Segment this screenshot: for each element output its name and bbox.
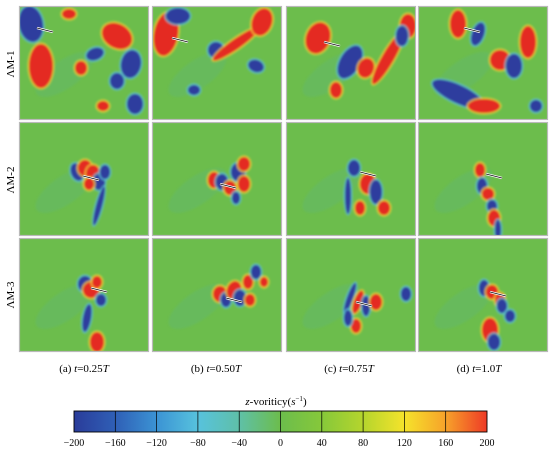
- vortex-r1-c4-4: [506, 54, 522, 78]
- vortex-r3-c3-7: [344, 310, 352, 326]
- vortex-r2-c2-5: [238, 157, 250, 171]
- vortex-r1-c2-4: [212, 27, 260, 61]
- vortex-r3-c3-5: [401, 287, 411, 301]
- vortex-r1-c1-8: [127, 94, 143, 114]
- vortex-r1-c4-5: [520, 26, 536, 58]
- vorticity-panel-r2-c1: [19, 122, 149, 236]
- vortex-r2-c4-3: [482, 188, 494, 200]
- colorbar-tick-9: 160: [438, 438, 453, 449]
- vortex-r3-c3-1: [343, 282, 357, 314]
- colorbar-tick-8: 120: [397, 438, 412, 449]
- vortex-r3-c1-5: [82, 304, 92, 332]
- row-labels: ΛM-1 ΛM-2 ΛM-3: [5, 51, 17, 309]
- vortex-r1-c2-5: [251, 8, 273, 36]
- vortex-r1-c4-1: [450, 10, 466, 38]
- vortex-r1-c4-7: [468, 99, 500, 113]
- colorbar-tick-labels: −200 −160 −120 −80 −40 0 40 80 120 160 200: [64, 438, 495, 449]
- vorticity-panel-r3-c1: [19, 238, 149, 352]
- caption-d: (d) t=1.0T: [457, 363, 503, 375]
- vortex-r3-c3-4: [370, 294, 382, 310]
- vortex-r2-c3-6: [355, 201, 365, 215]
- vorticity-panel-r1-c2: [152, 6, 282, 120]
- vortex-r1-c3-7: [330, 82, 342, 98]
- colorbar-tick-2: −120: [146, 438, 167, 449]
- vortex-r1-c1-4: [86, 47, 104, 61]
- vortex-r1-c2-6: [248, 59, 264, 73]
- vorticity-panel-r1-c1: [19, 6, 149, 120]
- vortex-r1-c1-6: [120, 50, 142, 78]
- colorbar-tick-0: −200: [64, 438, 85, 449]
- vortex-r1-c2-7: [188, 85, 200, 95]
- vortex-r3-c2-5: [243, 275, 253, 289]
- row-label-2: ΛM-2: [5, 167, 17, 194]
- colorbar-tick-7: 80: [358, 438, 368, 449]
- colorbar-title: z-voriticy(s−1): [244, 395, 307, 408]
- panel-grid: [18, 5, 549, 353]
- vorticity-panel-r1-c3: [286, 6, 416, 120]
- vorticity-panel-r3-c2: [152, 238, 282, 352]
- vorticity-panel-r2-c3: [286, 122, 416, 236]
- vortex-r2-c1-5: [100, 165, 110, 179]
- vortex-r2-c2-6: [238, 176, 250, 192]
- colorbar: [73, 410, 488, 433]
- vortex-r2-c1-6: [84, 178, 94, 190]
- column-captions: (a) t=0.25T (b) t=0.50T (c) t=0.75T (d) …: [59, 363, 502, 375]
- vortex-r1-c3-4: [372, 31, 404, 85]
- row-label-1: ΛM-1: [5, 51, 17, 78]
- vorticity-panel-r2-c2: [152, 122, 282, 236]
- vortex-r1-c4-2: [471, 22, 485, 46]
- vorticity-panel-r3-c3: [286, 238, 416, 352]
- caption-a: (a) t=0.25T: [59, 363, 110, 375]
- vortex-r1-c1-9: [62, 9, 76, 19]
- vortex-r2-c4-6: [495, 220, 501, 236]
- vortex-r3-c4-5: [505, 310, 515, 322]
- colorbar-tick-10: 200: [480, 438, 495, 449]
- vortex-r2-c3-4: [370, 180, 382, 204]
- colorbar-tick-1: −160: [105, 438, 126, 449]
- vortex-r2-c1-7: [93, 186, 105, 226]
- vortex-r1-c3-3: [357, 58, 375, 78]
- vortex-r3-c2-8: [260, 277, 268, 287]
- vortex-r1-c3-1: [305, 22, 331, 54]
- vortex-r1-c1-5: [101, 22, 133, 50]
- vortex-r2-c4-1: [475, 163, 485, 177]
- vortex-r1-c1-2: [29, 44, 53, 88]
- vortex-r3-c1-6: [90, 332, 104, 352]
- vorticity-panel-r1-c4: [418, 6, 548, 120]
- vortex-r3-c1-4: [92, 276, 102, 288]
- vortex-r3-c2-7: [245, 294, 255, 306]
- vortex-r3-c2-6: [251, 265, 261, 279]
- vortex-r3-c4-7: [488, 334, 500, 350]
- vortex-r1-c3-6: [396, 26, 408, 46]
- vortex-r1-c4-8: [530, 100, 542, 112]
- vortex-r3-c4-4: [497, 299, 507, 313]
- vortex-r3-c3-3: [362, 296, 370, 316]
- colorbar-tick-6: 40: [317, 438, 327, 449]
- vortex-r2-c2-7: [232, 192, 240, 204]
- vortex-r1-c1-10: [97, 101, 109, 111]
- caption-c: (c) t=0.75T: [324, 363, 375, 375]
- vortex-r2-c3-1: [348, 160, 360, 176]
- vortex-r1-c1-1: [19, 6, 44, 42]
- colorbar-tick-4: −40: [231, 438, 247, 449]
- vortex-r3-c3-6: [351, 319, 361, 333]
- vortex-r1-c1-7: [110, 73, 124, 89]
- caption-b: (b) t=0.50T: [191, 363, 242, 375]
- colorbar-tick-3: −80: [190, 438, 206, 449]
- vortex-r2-c2-3: [224, 181, 236, 195]
- vortex-r2-c3-2: [345, 178, 351, 214]
- vortex-r3-c2-4: [234, 290, 246, 306]
- row-label-3: ΛM-3: [5, 281, 17, 308]
- vortex-r1-c1-3: [75, 61, 87, 75]
- vortex-r1-c2-2: [166, 8, 190, 24]
- colorbar-tick-5: 0: [278, 438, 283, 449]
- vortex-r2-c3-5: [378, 201, 390, 215]
- vorticity-panel-r2-c4: [418, 122, 548, 236]
- vortex-r3-c1-3: [96, 294, 106, 306]
- vorticity-panel-r3-c4: [418, 238, 548, 352]
